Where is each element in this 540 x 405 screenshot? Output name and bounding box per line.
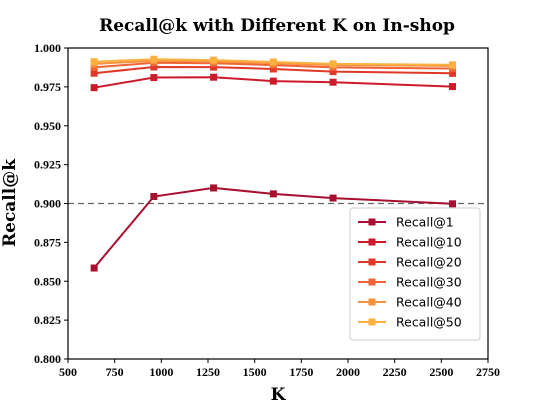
legend: Recall@1 Recall@10 Recall@20 Recall@30 Recal… (349, 207, 481, 341)
legend-label: Recall@1 (396, 215, 454, 230)
data-point (329, 194, 337, 202)
data-point (90, 69, 98, 77)
series-line-2 (93, 76, 453, 89)
data-point (449, 61, 457, 69)
y-tick-label: 0.950 (34, 119, 61, 133)
legend-label: Recall@20 (396, 255, 462, 270)
y-tick-label: 1.000 (34, 41, 61, 55)
series-line-5 (94, 59, 453, 67)
data-point (150, 193, 158, 201)
data-point (210, 184, 218, 192)
y-tick-label: 0.875 (34, 235, 61, 249)
data-point (90, 84, 98, 92)
data-point (90, 63, 98, 71)
x-tick-label: 1500 (243, 365, 267, 379)
data-point (449, 69, 457, 77)
data-point (269, 77, 277, 85)
data-point (269, 65, 277, 73)
data-point (210, 63, 218, 71)
series-line-4 (94, 61, 453, 70)
data-point (329, 78, 337, 86)
legend-label: Recall@30 (396, 275, 462, 290)
data-point (329, 60, 337, 68)
x-tick-label: 1250 (196, 365, 220, 379)
y-tick-label: 0.975 (34, 80, 61, 94)
data-point (210, 56, 218, 64)
x-tick-label: 1000 (149, 365, 173, 379)
x-tick-label: 750 (106, 365, 124, 379)
series-line-3 (93, 65, 453, 75)
series-line-1 (93, 186, 453, 269)
x-tick-label: 500 (59, 365, 77, 379)
data-point (449, 83, 457, 91)
data-point (150, 74, 158, 82)
data-point (90, 58, 98, 66)
x-tick-label: 2500 (429, 365, 453, 379)
series-line-6 (94, 58, 453, 66)
legend-swatch-marker (368, 218, 376, 226)
data-point (90, 264, 98, 272)
legend-label: Recall@10 (396, 235, 462, 250)
legend-swatch-marker (368, 238, 376, 246)
y-axis-label: Recall@k (0, 158, 20, 247)
legend-swatch-marker (368, 318, 376, 326)
data-point (150, 63, 158, 71)
y-tick-label: 0.900 (34, 197, 61, 211)
y-tick-label: 0.825 (34, 313, 61, 327)
legend-swatch-marker (368, 278, 376, 286)
legend-swatch-marker (368, 298, 376, 306)
legend-label: Recall@50 (396, 315, 462, 330)
data-point (449, 200, 457, 208)
x-axis-label: K (271, 385, 287, 405)
legend-label: Recall@40 (396, 295, 462, 310)
legend-swatch-marker (368, 258, 376, 266)
chart-title: Recall@k with Different K on In-shop (99, 16, 455, 36)
x-tick-label: 2750 (476, 365, 500, 379)
plot-frame (67, 47, 489, 360)
y-tick-label: 0.800 (34, 352, 61, 366)
x-tick-label: 2250 (383, 365, 407, 379)
data-point (329, 68, 337, 76)
data-point (150, 55, 158, 63)
data-point (269, 190, 277, 198)
y-tick-label: 0.850 (34, 274, 61, 288)
x-tick-label: 2000 (336, 365, 360, 379)
data-point (210, 73, 218, 81)
data-point (269, 58, 277, 66)
x-tick-label: 1750 (289, 365, 313, 379)
y-tick-label: 0.925 (34, 158, 61, 172)
